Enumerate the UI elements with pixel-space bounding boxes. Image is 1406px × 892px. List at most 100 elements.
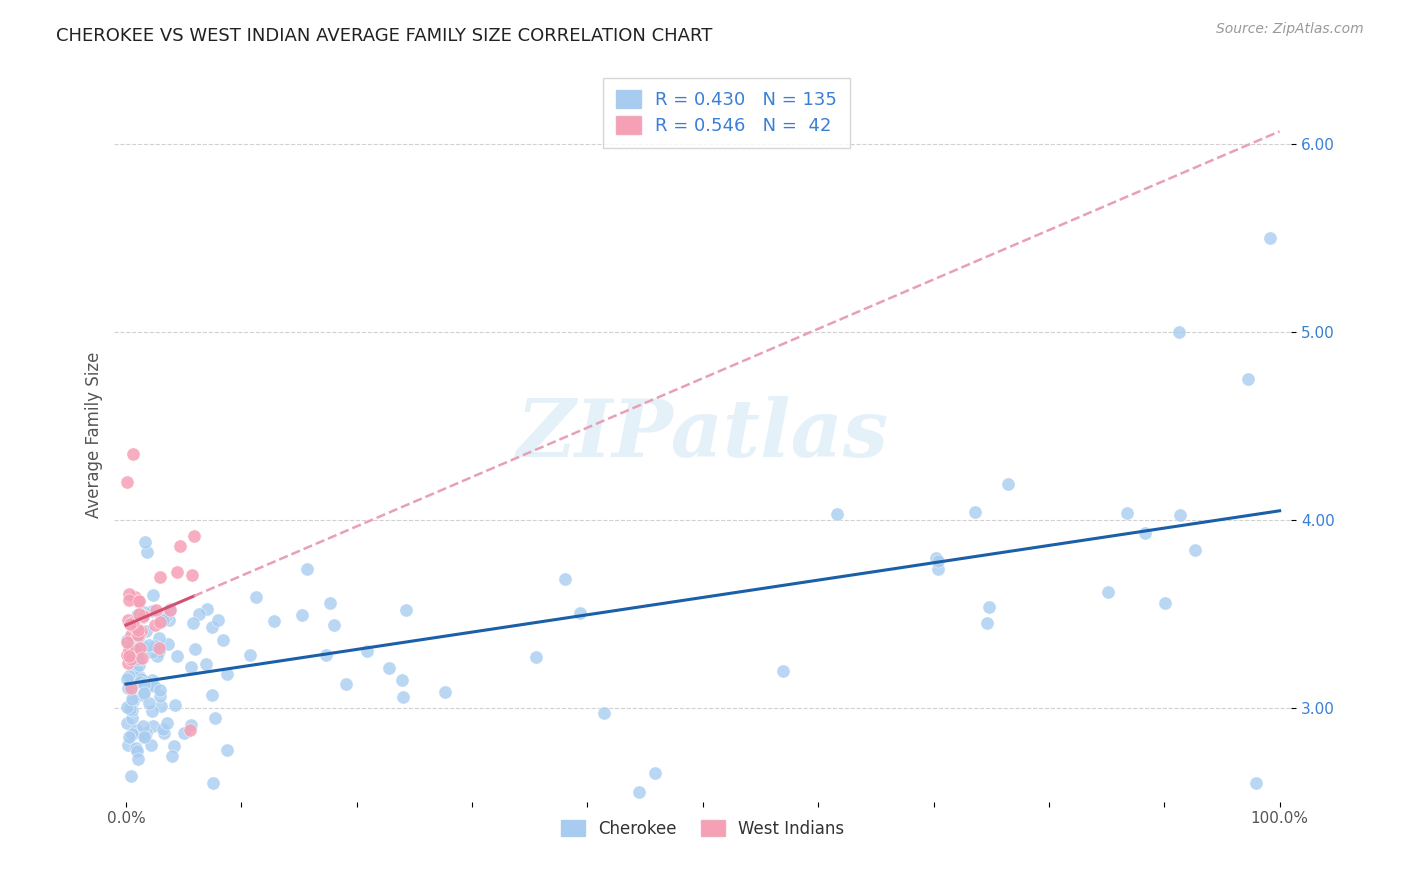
- Point: [125, 608, 148, 623]
- Point: [165, 698, 187, 713]
- Point: [188, 607, 211, 621]
- Point: [166, 566, 188, 580]
- Point: [239, 648, 262, 662]
- Point: [117, 648, 139, 663]
- Point: [128, 607, 150, 621]
- Point: [827, 508, 849, 522]
- Point: [122, 619, 145, 633]
- Point: [118, 730, 141, 744]
- Point: [1154, 596, 1177, 610]
- Point: [121, 691, 143, 706]
- Point: [134, 686, 156, 700]
- Point: [180, 718, 202, 732]
- Point: [124, 591, 146, 605]
- Point: [395, 603, 418, 617]
- Point: [173, 725, 195, 739]
- Point: [117, 738, 139, 752]
- Point: [120, 681, 142, 695]
- Point: [150, 699, 173, 714]
- Point: [131, 688, 153, 702]
- Point: [132, 605, 155, 619]
- Point: [1244, 776, 1267, 790]
- Point: [127, 627, 149, 641]
- Point: [378, 661, 401, 675]
- Point: [315, 648, 337, 662]
- Point: [159, 603, 181, 617]
- Point: [120, 651, 142, 665]
- Point: [181, 567, 204, 582]
- Point: [125, 662, 148, 676]
- Point: [142, 588, 165, 602]
- Point: [121, 636, 143, 650]
- Point: [1170, 508, 1192, 523]
- Point: [117, 633, 139, 648]
- Text: Source: ZipAtlas.com: Source: ZipAtlas.com: [1216, 22, 1364, 37]
- Point: [134, 730, 156, 744]
- Point: [392, 690, 415, 704]
- Point: [323, 618, 346, 632]
- Point: [115, 648, 138, 662]
- Point: [141, 604, 163, 618]
- Point: [149, 569, 172, 583]
- Point: [628, 785, 651, 799]
- Point: [1133, 525, 1156, 540]
- Point: [117, 669, 139, 683]
- Point: [128, 607, 150, 621]
- Point: [118, 650, 141, 665]
- Point: [146, 649, 169, 664]
- Point: [201, 619, 224, 633]
- Point: [1184, 542, 1206, 557]
- Point: [169, 539, 191, 553]
- Point: [132, 609, 155, 624]
- Point: [115, 716, 138, 731]
- Point: [120, 628, 142, 642]
- Point: [143, 680, 166, 694]
- Point: [120, 769, 142, 783]
- Point: [159, 602, 181, 616]
- Point: [1097, 584, 1119, 599]
- Point: [1237, 372, 1260, 386]
- Point: [142, 718, 165, 732]
- Point: [132, 677, 155, 691]
- Point: [135, 624, 157, 638]
- Point: [1116, 506, 1139, 520]
- Text: CHEROKEE VS WEST INDIAN AVERAGE FAMILY SIZE CORRELATION CHART: CHEROKEE VS WEST INDIAN AVERAGE FAMILY S…: [56, 27, 713, 45]
- Point: [194, 657, 217, 671]
- Point: [976, 616, 998, 631]
- Point: [291, 608, 314, 623]
- Point: [117, 656, 139, 670]
- Point: [125, 723, 148, 737]
- Point: [592, 706, 614, 720]
- Point: [132, 609, 155, 624]
- Point: [927, 554, 949, 568]
- Point: [963, 505, 986, 519]
- Point: [554, 572, 576, 586]
- Point: [128, 628, 150, 642]
- Point: [128, 594, 150, 608]
- Point: [121, 727, 143, 741]
- Point: [215, 666, 238, 681]
- Point: [124, 625, 146, 640]
- Point: [215, 743, 238, 757]
- Point: [143, 618, 166, 632]
- Point: [129, 624, 152, 638]
- Point: [155, 609, 177, 624]
- Point: [148, 644, 170, 658]
- Point: [122, 615, 145, 629]
- Point: [121, 703, 143, 717]
- Point: [295, 562, 318, 576]
- Point: [924, 550, 946, 565]
- Point: [160, 749, 183, 764]
- Point: [212, 633, 235, 648]
- Point: [118, 587, 141, 601]
- Point: [118, 617, 141, 632]
- Point: [121, 694, 143, 708]
- Y-axis label: Average Family Size: Average Family Size: [86, 351, 103, 518]
- Point: [977, 600, 1000, 615]
- Text: ZIPatlas: ZIPatlas: [517, 396, 889, 474]
- Point: [134, 729, 156, 743]
- Point: [263, 614, 285, 628]
- Point: [141, 645, 163, 659]
- Point: [127, 752, 149, 766]
- Point: [128, 651, 150, 665]
